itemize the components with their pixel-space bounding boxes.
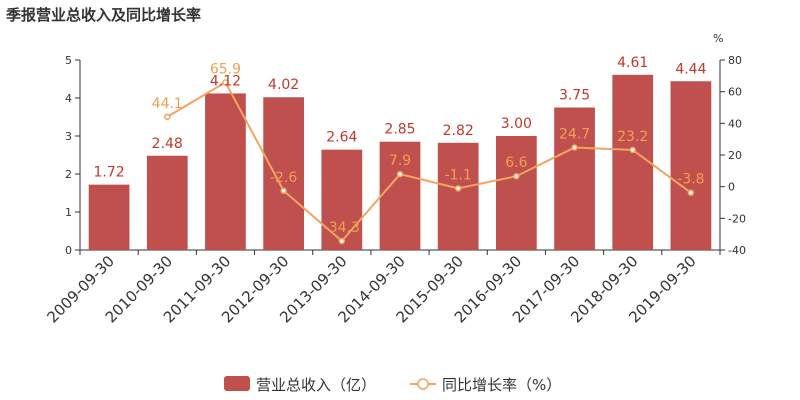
bar	[496, 136, 537, 250]
y-right-tick-label: 20	[728, 149, 742, 162]
bar	[263, 97, 304, 251]
bar-value-label: 4.02	[268, 77, 299, 93]
labels-group: 1.72 2.48 4.12 4.02 2.64 2.85 2.82 3.00 3.75 4.61…	[94, 55, 707, 236]
y-left-tick-label: 1	[65, 206, 72, 219]
legend-group: 营业总收入（亿） 同比增长率（%）	[224, 376, 561, 394]
y-right-tick-label: 40	[728, 117, 742, 130]
growth-value-label: 6.6	[505, 155, 527, 171]
y-left-tick-label: 4	[65, 92, 72, 105]
growth-value-label: 23.2	[617, 129, 648, 145]
bar	[612, 74, 654, 250]
growth-point	[396, 170, 404, 178]
bar-value-label: 4.61	[617, 55, 648, 71]
bar	[88, 184, 130, 250]
growth-point	[629, 146, 636, 154]
y-left-tick-label: 3	[65, 130, 72, 143]
growth-point	[454, 185, 462, 192]
y-left-tick-label: 0	[65, 244, 72, 257]
growth-point	[164, 113, 171, 121]
growth-value-label: 7.9	[389, 153, 411, 169]
y-right-tick-label: 80	[728, 54, 742, 67]
bar	[554, 107, 595, 250]
bar	[205, 93, 246, 250]
growth-point	[338, 237, 346, 245]
growth-value-label: -1.1	[445, 167, 472, 183]
bar	[670, 81, 712, 250]
bar-value-label: 2.82	[443, 123, 474, 139]
line-group	[164, 79, 695, 245]
growth-line	[166, 80, 692, 243]
legend-bar-label: 营业总收入（亿）	[256, 376, 376, 394]
bar	[321, 149, 363, 250]
growth-point	[571, 144, 578, 151]
growth-value-label: -34.3	[324, 220, 360, 236]
y-left-tick-label: 2	[65, 168, 72, 181]
bar	[437, 142, 479, 250]
growth-value-label: 24.7	[559, 127, 590, 143]
bar-value-label: 2.64	[326, 130, 357, 146]
bar-value-label: 2.85	[384, 122, 415, 138]
y-right-tick-label: 0	[728, 181, 735, 194]
bar-value-label: 2.48	[152, 136, 183, 152]
growth-point	[513, 172, 520, 180]
growth-value-label: 65.9	[210, 61, 241, 77]
legend-bar-swatch	[224, 376, 250, 391]
bar-value-label: 3.75	[559, 88, 590, 104]
growth-point	[280, 187, 287, 195]
chart-title: 季报营业总收入及同比增长率	[6, 6, 202, 24]
y-right-unit: %	[713, 32, 723, 45]
bar-value-label: 1.72	[94, 165, 125, 181]
bar	[379, 141, 421, 250]
y-right-tick-label: -40	[728, 244, 746, 257]
bar-value-label: 4.44	[675, 61, 706, 77]
y-right-tick-label: -20	[728, 212, 746, 225]
legend-line-label: 同比增长率（%）	[442, 376, 561, 394]
bar-value-label: 3.00	[501, 116, 532, 132]
growth-value-label: -3.8	[677, 172, 704, 188]
growth-value-label: -2.6	[270, 170, 297, 186]
growth-point	[687, 189, 695, 196]
bar-value-label: 4.12	[210, 73, 241, 89]
legend-line-marker	[417, 378, 429, 390]
bar	[146, 155, 188, 250]
growth-point	[222, 79, 229, 86]
y-left-tick-label: 5	[65, 54, 72, 67]
y-right-tick-label: 60	[728, 86, 742, 99]
growth-value-label: 44.1	[152, 96, 183, 112]
bars-group	[88, 74, 712, 251]
